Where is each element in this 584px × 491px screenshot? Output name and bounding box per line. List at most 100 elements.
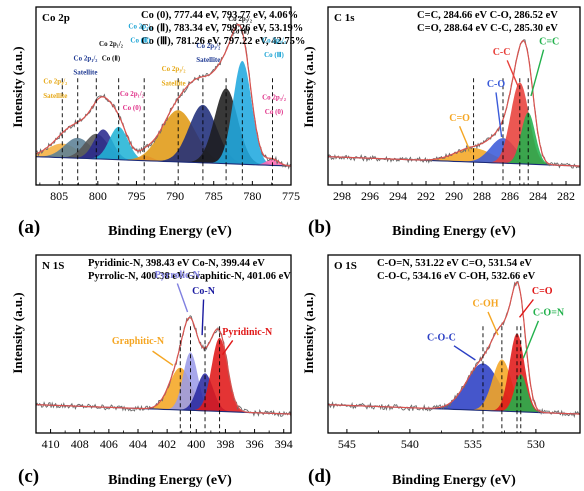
xtick-label-b-2: 296 [361, 189, 379, 203]
annotation-b-2: C-O [487, 79, 506, 90]
raw-spectrum-b [328, 39, 580, 169]
annotation-a-13: Co 2p₃/₂ [196, 42, 220, 50]
panel-d: (d) Binding Energy (eV) Intensity (a.u.)… [301, 254, 581, 488]
fit-envelope-b [328, 40, 580, 167]
annotation-a-15: Co 2p₃/₂ [228, 15, 252, 23]
info-line-b-2: C=O, 288.64 eV C-C, 285.30 eV [417, 23, 558, 34]
panel-letter-d: (d) [308, 466, 331, 487]
annotation-d-3: C=O [532, 286, 553, 297]
xtick-label-b-7: 286 [501, 189, 519, 203]
annotation-a-20: Co (0) [265, 108, 284, 116]
ylabel-c: Intensity (a.u.) [10, 292, 25, 373]
axes-frame-d [327, 254, 581, 434]
xtick-label-a-6: 785 [205, 189, 223, 203]
panel-title-c: N 1S [42, 260, 64, 272]
panel-b: (b) Binding Energy (eV) Intensity (a.u.)… [301, 6, 581, 239]
annotation-d-4: C-O=N [533, 308, 565, 319]
panel-title-a: Co 2p [42, 12, 70, 24]
axes-frame-a [35, 6, 292, 186]
info-line-a-3: Co (Ⅲ), 781.26 eV, 797.22 eV, 42.75% [141, 35, 305, 47]
panel-title-d: O 1S [334, 260, 357, 272]
fit-envelope-a [36, 24, 291, 167]
annotation-a-12: Satellite [161, 79, 185, 87]
xlabel-b: Binding Energy (eV) [392, 224, 516, 239]
annotation-d-2: C-OH [472, 299, 498, 310]
annotation-arrow-d-11 [518, 299, 534, 318]
annotation-arrow-b-3 [506, 60, 520, 88]
xtick-label-b-1: 298 [333, 189, 351, 203]
xlabel-a: Binding Energy (eV) [108, 224, 232, 239]
annotation-arrow-b-4 [530, 49, 545, 97]
xtick-label-c-4: 404 [129, 437, 147, 451]
panel-letter-b: (b) [308, 217, 331, 238]
xtick-label-c-9: 394 [275, 437, 293, 451]
xlabel-d: Binding Energy (eV) [392, 473, 516, 488]
annotation-a-8: Co (Ⅲ) [130, 37, 150, 45]
info-line-b-1: C=C, 284.66 eV C-O, 286.52 eV [417, 10, 558, 21]
peak-d-1 [328, 363, 580, 415]
annotation-a-7: Co 2p₁/₂ [128, 22, 152, 30]
annotation-a-6: Co (Ⅱ) [102, 54, 121, 62]
xtick-label-c-5: 402 [158, 437, 176, 451]
panel-letter-a: (a) [18, 217, 40, 238]
annotation-a-19: Co 2p₃/₂ [262, 94, 286, 102]
annotation-a-11: Co 2p₃/₂ [162, 65, 186, 73]
plot-area-d [328, 281, 580, 433]
annotation-b-1: C=O [449, 113, 470, 124]
annotation-arrow-b-1 [458, 125, 472, 154]
plot-area-c [36, 315, 291, 433]
xtick-label-b-3: 294 [389, 189, 407, 203]
annotation-arrow-d-9 [453, 345, 476, 361]
xtick-label-a-5: 790 [166, 189, 184, 203]
annotation-a-2: Satellite [43, 92, 67, 100]
peak-c-1 [36, 367, 291, 415]
panel-title-b: C 1s [334, 12, 355, 24]
annotation-c-3: Graphitic-N [112, 336, 165, 347]
peak-a-5 [36, 126, 291, 167]
raw-spectrum-d [328, 281, 580, 419]
ylabel-a: Intensity (a.u.) [10, 46, 25, 127]
info-line-c-1: Pyridinic-N, 398.43 eV Co-N, 399.44 eV [88, 258, 265, 269]
xtick-label-d-4: 530 [527, 437, 545, 451]
xtick-label-b-8: 284 [529, 189, 547, 203]
xtick-label-a-3: 800 [89, 189, 107, 203]
axes-frame-c [35, 254, 292, 434]
peak-b-1 [328, 148, 580, 167]
xtick-label-c-7: 398 [216, 437, 234, 451]
annotation-a-9: Co 2p₁/₂ [120, 90, 144, 98]
panel-c: (c) Binding Energy (eV) Intensity (a.u.)… [10, 254, 293, 488]
info-line-d-2: C-O-C, 534.16 eV C-OH, 532.66 eV [377, 271, 536, 282]
xtick-label-b-5: 290 [445, 189, 463, 203]
peak-b-3 [328, 82, 580, 167]
xtick-label-b-6: 288 [473, 189, 491, 203]
xtick-label-c-6: 400 [187, 437, 205, 451]
annotation-a-10: Co (0) [123, 104, 142, 112]
panel-a: (a) Binding Energy (eV) Intensity (a.u.)… [10, 6, 305, 239]
annotation-b-4: C=C [539, 36, 559, 47]
annotation-arrow-c-7 [152, 350, 174, 366]
annotation-a-4: Satellite [73, 69, 97, 77]
xtick-label-c-8: 396 [246, 437, 264, 451]
annotation-c-2: Co-N [192, 286, 216, 297]
annotation-a-3: Co 2p₁/₂ [74, 54, 98, 62]
xtick-label-a-8: 775 [282, 189, 300, 203]
xtick-label-c-2: 408 [71, 437, 89, 451]
info-line-d-1: C-O=N, 531.22 eV C=O, 531.54 eV [377, 258, 532, 269]
xtick-label-d-3: 535 [464, 437, 482, 451]
peak-b-4 [328, 112, 580, 167]
xtick-label-a-4: 795 [127, 189, 145, 203]
plot-area-b [328, 39, 580, 185]
xtick-label-b-9: 282 [557, 189, 575, 203]
annotation-a-5: Co 2p₁/₂ [99, 40, 123, 48]
fit-envelope-c [36, 317, 291, 415]
peak-a-10 [36, 60, 291, 167]
info-line-c-2: Pyrrolic-N, 400.38 eV Graphitic-N, 401.0… [88, 271, 291, 282]
xlabel-c: Binding Energy (eV) [108, 473, 232, 488]
annotation-a-16: Co (Ⅱ) [231, 28, 250, 36]
plot-area-a [36, 22, 291, 185]
xtick-label-b-4: 292 [417, 189, 435, 203]
xtick-label-c-1: 410 [42, 437, 60, 451]
annotation-arrow-d-10 [487, 311, 499, 336]
xtick-label-d-1: 545 [338, 437, 356, 451]
